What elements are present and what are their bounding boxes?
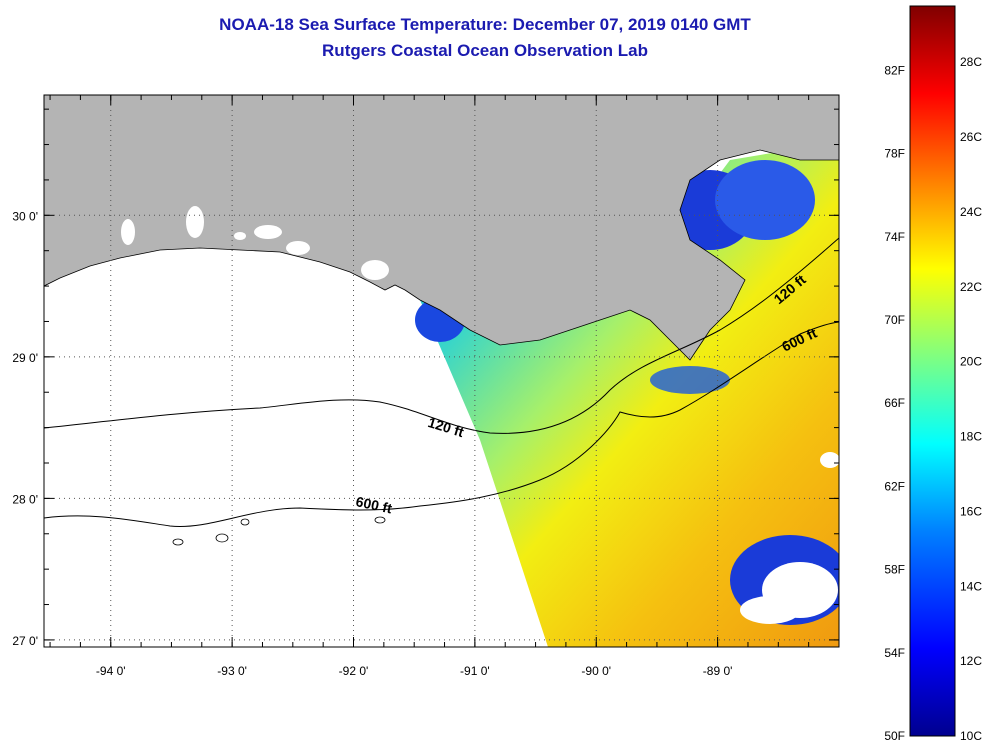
colorbar-f-label: 50F <box>884 729 905 743</box>
map-title: NOAA-18 Sea Surface Temperature: Decembe… <box>219 15 751 34</box>
isobath-600ft <box>44 321 839 527</box>
colorbar-c-label: 12C <box>960 654 982 668</box>
lon-label: -94 0' <box>96 664 126 678</box>
lat-label: 28 0' <box>12 492 38 506</box>
lat-label: 30 0' <box>12 209 38 223</box>
colorbar-f-label: 58F <box>884 563 905 577</box>
colorbar-f-label: 70F <box>884 313 905 327</box>
lon-label: -90 0' <box>581 664 611 678</box>
lon-label: -91 0' <box>460 664 490 678</box>
colorbar-c-label: 20C <box>960 355 982 369</box>
colorbar-celsius-labels: 28C 26C 24C 22C 20C 18C 16C 14C 12C 10C <box>960 55 982 743</box>
colorbar-c-label: 10C <box>960 729 982 743</box>
lon-label: -93 0' <box>217 664 247 678</box>
colorbar-f-label: 54F <box>884 646 905 660</box>
colorbar-f-label: 82F <box>884 63 905 77</box>
contour-islands <box>172 516 386 546</box>
map-frame <box>43 94 840 648</box>
colorbar-c-label: 16C <box>960 504 982 518</box>
axis-ticks <box>44 95 840 647</box>
colorbar-f-label: 74F <box>884 230 905 244</box>
contour-label: 600 ft <box>354 493 393 516</box>
land-mass <box>44 95 839 361</box>
colorbar-c-label: 18C <box>960 430 982 444</box>
colorbar-fahrenheit-labels: 82F 78F 74F 70F 66F 62F 58F 54F 50F <box>884 63 905 743</box>
colorbar-f-label: 66F <box>884 396 905 410</box>
colorbar-c-label: 24C <box>960 205 982 219</box>
colorbar-c-label: 26C <box>960 130 982 144</box>
colorbar <box>909 5 956 737</box>
inland-lakes <box>121 206 389 280</box>
colorbar-c-label: 28C <box>960 55 982 69</box>
lat-label: 29 0' <box>12 351 38 365</box>
colorbar-c-label: 22C <box>960 280 982 294</box>
lon-label: -89 0' <box>703 664 733 678</box>
colorbar-f-label: 78F <box>884 147 905 161</box>
latitude-labels: 30 0' 29 0' 28 0' 27 0' <box>12 209 38 648</box>
longitude-labels: -94 0' -93 0' -92 0' -91 0' -90 0' -89 0' <box>96 664 733 678</box>
colorbar-f-label: 62F <box>884 479 905 493</box>
graticule <box>44 95 839 647</box>
isobath-120ft <box>44 237 839 434</box>
lon-label: -92 0' <box>339 664 369 678</box>
map-subtitle: Rutgers Coastal Ocean Observation Lab <box>322 41 648 60</box>
lat-label: 27 0' <box>12 634 38 648</box>
colorbar-c-label: 14C <box>960 579 982 593</box>
